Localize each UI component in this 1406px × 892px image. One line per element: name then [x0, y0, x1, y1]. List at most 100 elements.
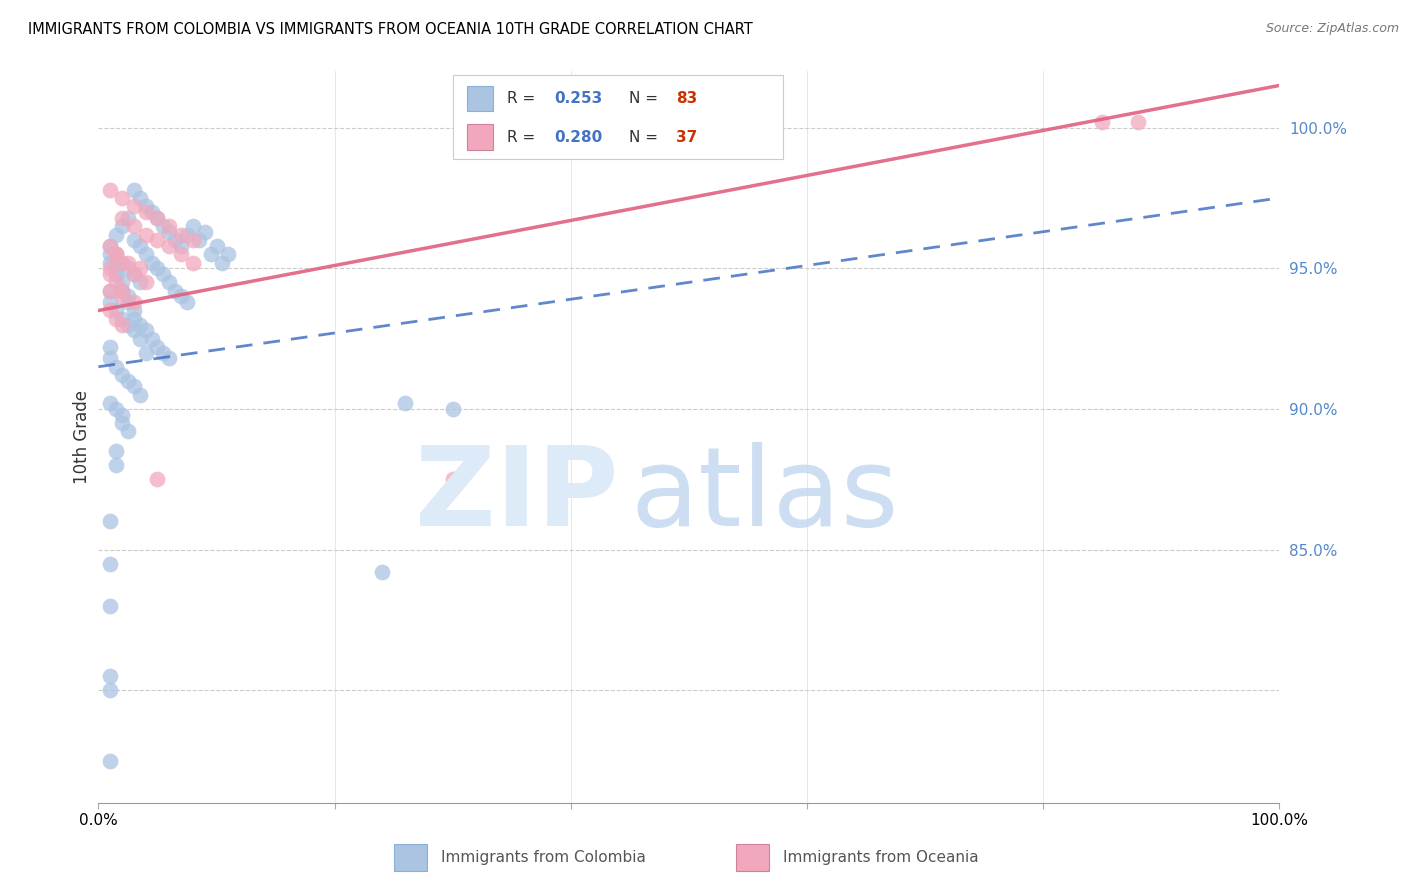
Point — [165, 284, 187, 298]
Point — [105, 227, 128, 242]
Y-axis label: 10th Grade: 10th Grade — [73, 390, 91, 484]
Point — [170, 247, 193, 261]
Point — [122, 379, 145, 393]
Point — [170, 239, 193, 253]
Point — [105, 303, 128, 318]
Point — [135, 205, 157, 219]
Point — [111, 408, 134, 422]
Point — [135, 276, 157, 290]
Point — [146, 233, 169, 247]
Point — [105, 247, 128, 261]
Point — [176, 227, 198, 242]
Point — [98, 255, 121, 269]
Point — [152, 345, 174, 359]
Point — [105, 401, 128, 416]
Point — [157, 239, 180, 253]
Point — [152, 267, 174, 281]
Point — [146, 261, 169, 276]
Point — [117, 261, 139, 276]
Point — [128, 239, 150, 253]
Point — [98, 683, 121, 698]
Bar — [467, 86, 494, 112]
Point — [98, 396, 121, 410]
Point — [122, 295, 145, 310]
Point — [117, 211, 139, 225]
Point — [98, 599, 121, 613]
Point — [157, 219, 180, 233]
Point — [146, 211, 169, 225]
Point — [157, 351, 180, 366]
Point — [122, 219, 145, 233]
Point — [98, 303, 121, 318]
Point — [122, 267, 145, 281]
Point — [111, 368, 134, 383]
Point — [128, 191, 150, 205]
Point — [117, 318, 139, 332]
Point — [181, 233, 204, 247]
Bar — [737, 845, 769, 871]
Point — [394, 396, 416, 410]
Point — [128, 261, 150, 276]
Point — [128, 388, 150, 402]
Point — [111, 312, 134, 326]
Text: N =: N = — [628, 129, 658, 145]
Point — [371, 565, 394, 579]
Point — [157, 276, 180, 290]
Point — [105, 458, 128, 473]
Point — [105, 276, 128, 290]
Bar — [394, 845, 427, 871]
Point — [98, 247, 121, 261]
Text: R =: R = — [508, 129, 540, 145]
Point — [117, 289, 139, 303]
Text: atlas: atlas — [630, 442, 898, 549]
Point — [98, 239, 121, 253]
Point — [135, 199, 157, 213]
Point — [194, 225, 217, 239]
Point — [141, 332, 163, 346]
Point — [128, 276, 150, 290]
Point — [170, 227, 193, 242]
Point — [98, 295, 121, 310]
Point — [111, 284, 134, 298]
Point — [98, 261, 121, 276]
Point — [98, 515, 121, 529]
Point — [117, 295, 139, 310]
Text: Immigrants from Colombia: Immigrants from Colombia — [441, 850, 645, 865]
Text: 0.280: 0.280 — [554, 129, 603, 145]
Point — [181, 219, 204, 233]
Bar — [467, 124, 494, 150]
Point — [122, 323, 145, 337]
Point — [170, 289, 193, 303]
Point — [141, 255, 163, 269]
Point — [98, 351, 121, 366]
Point — [211, 255, 233, 269]
Point — [122, 303, 145, 318]
Point — [98, 340, 121, 354]
Point — [111, 289, 134, 303]
Text: IMMIGRANTS FROM COLOMBIA VS IMMIGRANTS FROM OCEANIA 10TH GRADE CORRELATION CHART: IMMIGRANTS FROM COLOMBIA VS IMMIGRANTS F… — [28, 22, 752, 37]
Text: 83: 83 — [676, 91, 697, 106]
Point — [128, 332, 150, 346]
Point — [1091, 115, 1114, 129]
Point — [111, 211, 134, 225]
Point — [165, 233, 187, 247]
Text: 37: 37 — [676, 129, 697, 145]
Point — [122, 199, 145, 213]
Text: N =: N = — [628, 91, 658, 106]
Point — [217, 247, 239, 261]
Point — [105, 444, 128, 458]
Point — [111, 191, 134, 205]
Point — [152, 219, 174, 233]
Point — [117, 255, 139, 269]
Text: Source: ZipAtlas.com: Source: ZipAtlas.com — [1265, 22, 1399, 36]
Point — [122, 267, 145, 281]
Point — [105, 267, 128, 281]
Point — [181, 255, 204, 269]
Point — [98, 669, 121, 683]
Text: ZIP: ZIP — [415, 442, 619, 549]
Point — [122, 312, 145, 326]
Point — [105, 312, 128, 326]
Point — [146, 211, 169, 225]
Point — [122, 233, 145, 247]
Point — [98, 267, 121, 281]
